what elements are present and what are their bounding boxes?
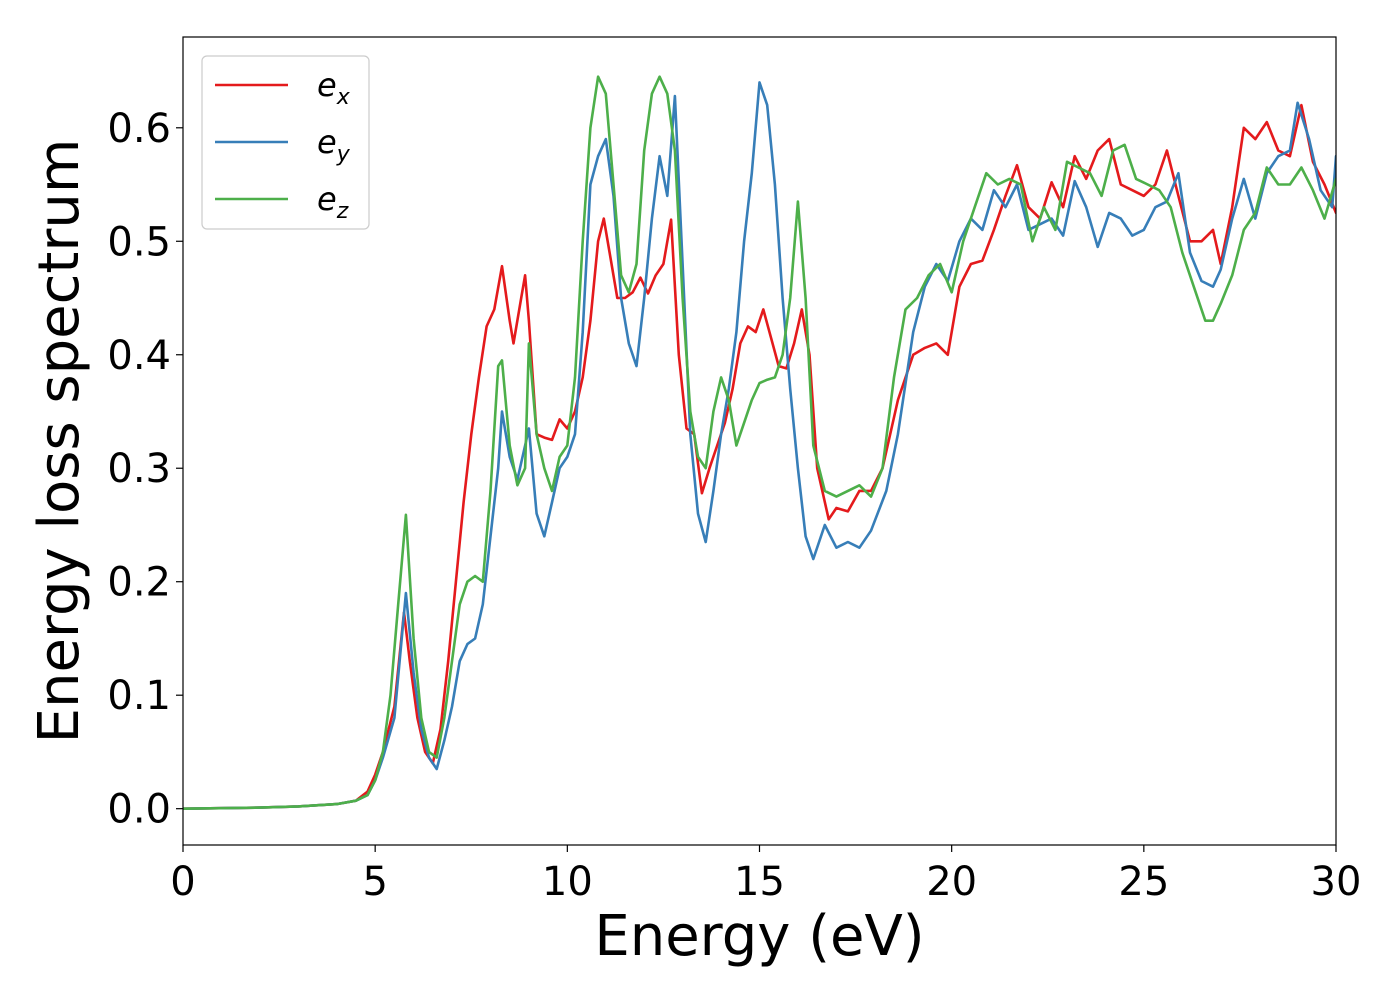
y-tick-label: 0.0 <box>107 787 171 833</box>
series-line-e-z <box>183 75 1336 810</box>
y-tick-label: 0.2 <box>107 560 171 606</box>
x-tick-label: 15 <box>734 859 785 905</box>
x-tick-label: 20 <box>926 859 977 905</box>
x-axis-title: Energy (eV) <box>594 904 924 969</box>
x-tick-label: 30 <box>1311 859 1362 905</box>
series-layer <box>183 75 1336 810</box>
y-axis: 0.0 0.1 0.2 0.3 0.4 0.5 0.6 <box>107 106 183 833</box>
series-line-e-y <box>183 81 1336 810</box>
x-tick-label: 10 <box>542 859 593 905</box>
x-tick-label: 25 <box>1118 859 1169 905</box>
series-line-e-x <box>183 103 1336 810</box>
y-tick-label: 0.3 <box>107 446 171 492</box>
x-axis: 0 5 10 15 20 25 30 <box>170 845 1361 905</box>
y-axis-title: Energy loss spectrum <box>27 139 92 744</box>
x-tick-label: 5 <box>362 859 387 905</box>
y-tick-label: 0.6 <box>107 106 171 152</box>
y-tick-label: 0.5 <box>107 219 171 265</box>
y-tick-label: 0.1 <box>107 673 171 719</box>
x-tick-label: 0 <box>170 859 195 905</box>
y-tick-label: 0.4 <box>107 333 171 379</box>
